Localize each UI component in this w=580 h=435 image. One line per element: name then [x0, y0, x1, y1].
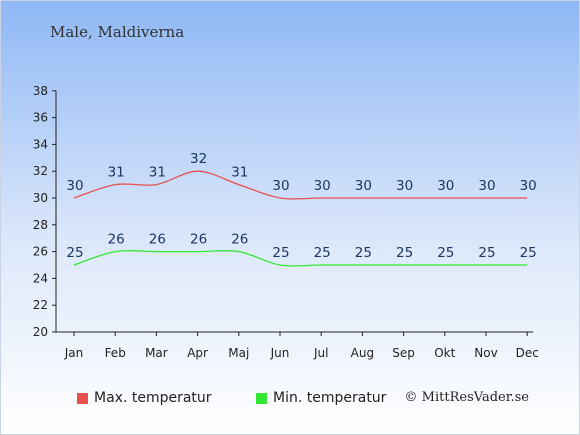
legend-swatch-max	[77, 392, 88, 404]
y-tick-label: 38	[33, 84, 48, 98]
x-tick-label: Sep	[392, 346, 415, 360]
x-tick-label: Okt	[434, 346, 455, 360]
data-label-max: 30	[314, 178, 331, 194]
legend-label-max: Max. temperatur	[94, 390, 212, 406]
y-tick-label: 34	[33, 137, 48, 151]
y-tick-label: 30	[33, 191, 48, 205]
series-line-max	[73, 170, 528, 200]
data-label-max: 30	[478, 178, 495, 194]
data-label-max: 30	[396, 178, 413, 194]
data-label-min: 26	[190, 232, 207, 248]
legend-swatch-min	[256, 392, 267, 404]
data-label-min: 26	[149, 232, 166, 248]
data-label-min: 25	[272, 245, 289, 261]
x-tick-label: Nov	[474, 346, 497, 360]
data-label-max: 32	[190, 151, 207, 167]
legend-item-max: Max. temperatur	[77, 390, 212, 406]
x-tick-label: Aug	[351, 346, 374, 360]
legend: Max. temperatur Min. temperatur	[77, 390, 426, 408]
y-tick-label: 22	[33, 298, 48, 312]
x-tick-label: Jul	[313, 346, 328, 360]
data-label-min: 25	[66, 245, 83, 261]
data-label-max: 30	[520, 178, 537, 194]
x-tick-label: Dec	[516, 346, 539, 360]
y-tick-label: 28	[33, 218, 48, 232]
data-label-max: 30	[355, 178, 372, 194]
y-tick-label: 36	[33, 111, 48, 125]
data-label-max: 30	[272, 178, 289, 194]
chart-title: Male, Maldiverna	[50, 23, 185, 41]
x-tick-label: Mar	[145, 346, 168, 360]
x-tick-label: Feb	[105, 346, 126, 360]
y-tick-label: 24	[33, 271, 48, 285]
copyright-text: © MittResVader.se	[404, 390, 529, 405]
data-label-min: 25	[314, 245, 331, 261]
data-label-max: 31	[108, 165, 125, 181]
x-tick-label: Jun	[270, 346, 290, 360]
data-label-min: 25	[355, 245, 372, 261]
data-label-max: 30	[437, 178, 454, 194]
legend-item-min: Min. temperatur	[256, 390, 386, 406]
data-label-min: 25	[437, 245, 454, 261]
x-tick-label: Jan	[64, 346, 84, 360]
data-label-max: 30	[66, 178, 83, 194]
x-tick-label: Maj	[228, 346, 249, 360]
data-label-max: 31	[231, 165, 248, 181]
data-label-min: 25	[396, 245, 413, 261]
data-label-min: 26	[108, 232, 125, 248]
data-label-min: 25	[478, 245, 495, 261]
legend-label-min: Min. temperatur	[273, 390, 387, 406]
y-tick-label: 20	[33, 325, 48, 339]
y-tick-label: 32	[33, 164, 48, 178]
data-label-min: 25	[520, 245, 537, 261]
data-label-max: 31	[149, 165, 166, 181]
data-label-min: 26	[231, 232, 248, 248]
series-line-min	[73, 249, 528, 267]
x-tick-label: Apr	[187, 346, 208, 360]
y-tick-label: 26	[33, 245, 48, 259]
